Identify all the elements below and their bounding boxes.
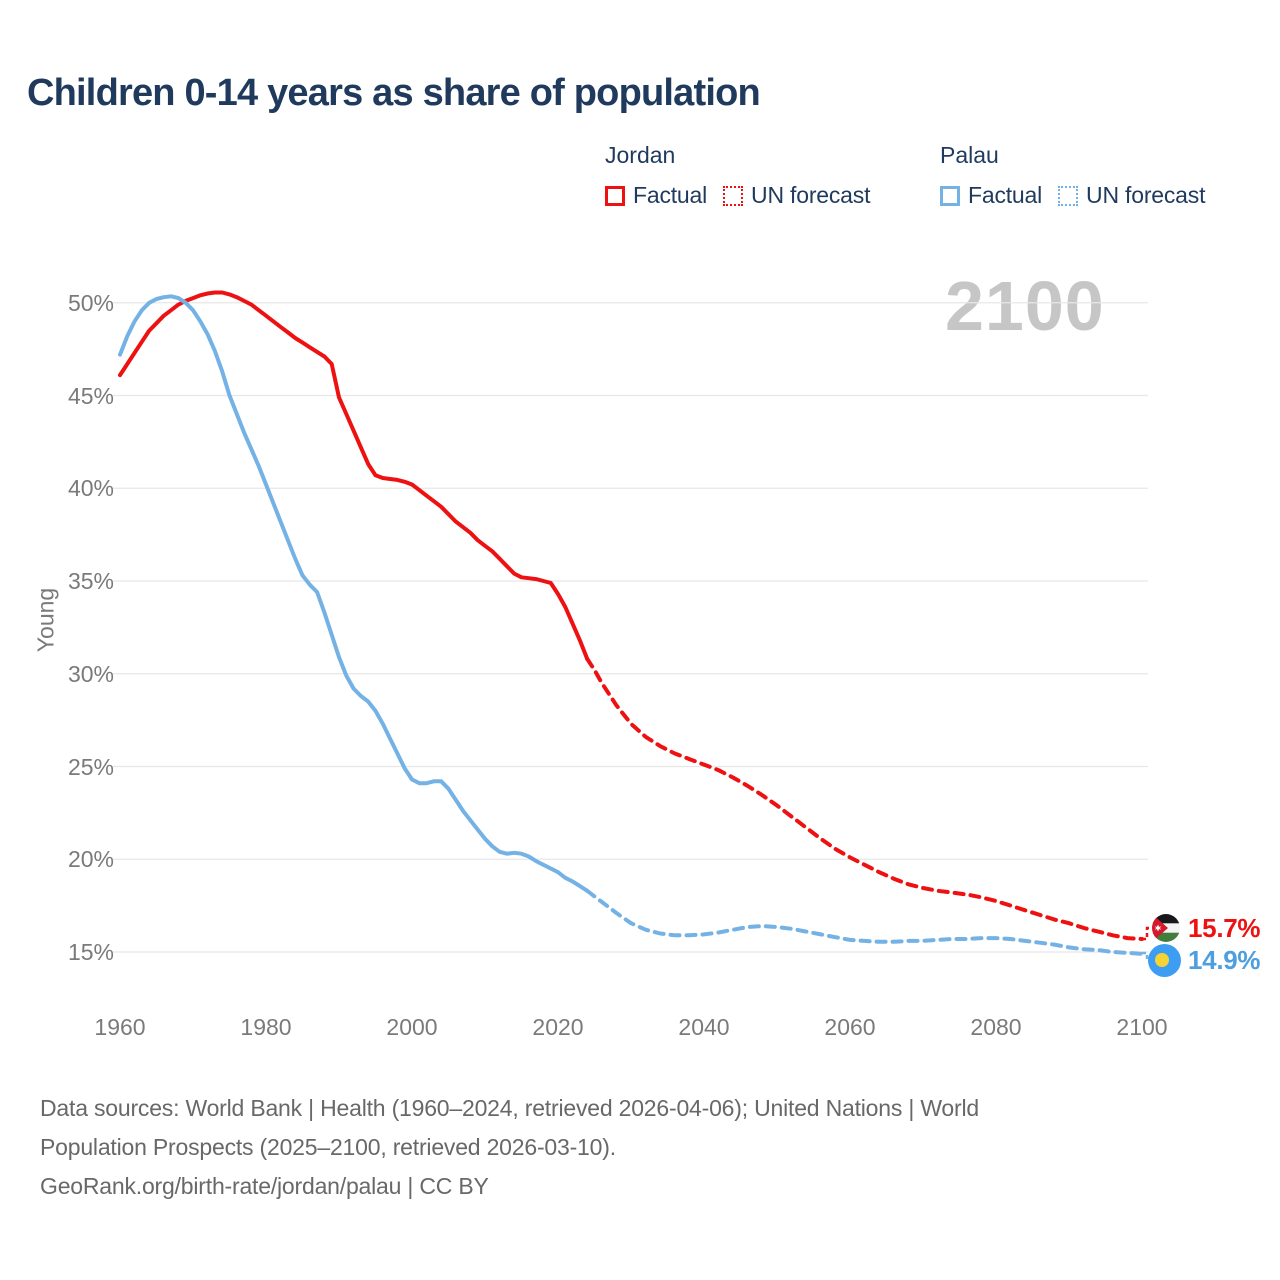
x-tick-label: 2060 (824, 1014, 876, 1040)
gridlines (113, 302, 1148, 953)
palau-flag-icon (1148, 944, 1181, 977)
legend-item-jordan-factual[interactable]: Factual (605, 182, 707, 209)
legend-group-title: Jordan (605, 142, 676, 168)
legend-item-label: UN forecast (751, 182, 871, 208)
legend-swatch-dotted-icon (1058, 185, 1079, 206)
x-tick-label: 2080 (970, 1014, 1022, 1040)
legend-item-label: Factual (633, 182, 708, 208)
legend-item-palau-factual[interactable]: Factual (940, 182, 1042, 209)
palau-end-value: 14.9% (1188, 945, 1261, 975)
palau-label-connector (1142, 951, 1149, 962)
legend-swatch-solid-icon (940, 185, 960, 206)
y-tick-label: 25% (67, 753, 114, 780)
legend-item-label: UN forecast (1086, 182, 1206, 208)
jordan-flag-icon (1152, 914, 1180, 942)
y-tick-label: 30% (67, 660, 114, 687)
y-tick-label: 15% (67, 939, 114, 965)
y-tick-label: 45% (67, 382, 114, 409)
page-title: Children 0-14 years as share of populati… (27, 72, 761, 114)
x-tick-label: 1980 (240, 1014, 292, 1040)
legend-item-label: Factual (968, 182, 1043, 208)
jordan-forecast-line (585, 656, 1144, 941)
legend-group-palau: Palau Factual UN forecast (940, 142, 1205, 209)
jordan-label-connector (1142, 926, 1152, 941)
y-tick-label: 40% (67, 475, 114, 502)
y-tick-label: 50% (67, 289, 114, 316)
y-tick-label: 20% (67, 846, 114, 873)
palau-forecast-line (585, 888, 1144, 956)
footer-sources: Data sources: World Bank | Health (1960–… (40, 1089, 1160, 1206)
legend-row: Factual UN forecast (940, 182, 1205, 209)
legend-group-jordan: Jordan Factual UN forecast (605, 142, 870, 209)
footer-line-1: Data sources: World Bank | Health (1960–… (40, 1095, 979, 1121)
x-tick-label: 2020 (532, 1014, 584, 1040)
series-lines (118, 290, 1144, 956)
jordan-factual-line (118, 290, 590, 661)
palau-factual-line (118, 294, 590, 893)
legend-item-palau-forecast[interactable]: UN forecast (1058, 182, 1205, 209)
jordan-end-value: 15.7% (1188, 913, 1261, 943)
legend-swatch-solid-icon (605, 185, 625, 206)
watermark-year: 2100 (945, 267, 1105, 345)
x-tick-label: 2100 (1116, 1014, 1168, 1040)
legend-swatch-dotted-icon (723, 185, 744, 206)
legend-row: Factual UN forecast (605, 182, 870, 209)
legend-group-title: Palau (940, 142, 999, 168)
x-tick-label: 2040 (678, 1014, 730, 1040)
footer-line-2: Population Prospects (2025–2100, retriev… (40, 1134, 616, 1160)
x-tick-label: 2000 (386, 1014, 438, 1040)
legend-item-jordan-forecast[interactable]: UN forecast (723, 182, 870, 209)
y-tick-label: 35% (67, 568, 114, 594)
footer-line-3: GeoRank.org/birth-rate/jordan/palau | CC… (40, 1173, 489, 1199)
x-tick-label: 1960 (94, 1014, 146, 1040)
